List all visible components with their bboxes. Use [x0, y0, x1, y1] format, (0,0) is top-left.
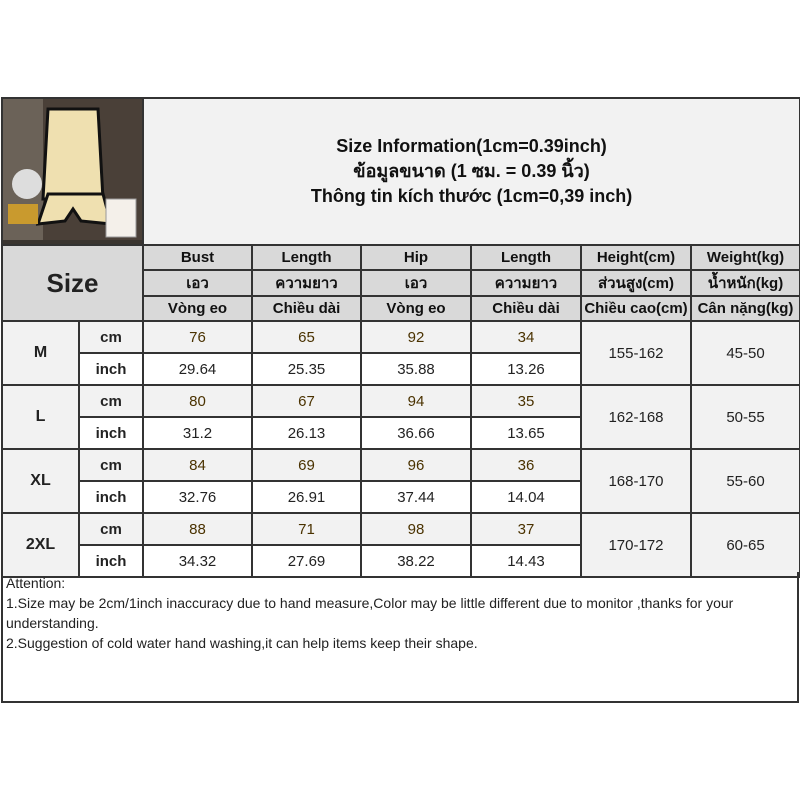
- product-image: [3, 99, 142, 240]
- col-header-vi: Chiều cao(cm): [580, 295, 692, 322]
- cm-value: 67: [251, 384, 362, 418]
- inch-value: 36.66: [360, 416, 472, 450]
- cm-value: 76: [142, 320, 253, 354]
- inch-value: 27.69: [251, 544, 362, 578]
- header-title-vi: Thông tin kích thước (1cm=0,39 inch): [310, 186, 633, 206]
- col-header: Weight(kg): [689, 244, 800, 271]
- attention-note-2: 2.Suggestion of cold water hand washing,…: [6, 635, 478, 651]
- unit-cm: cm: [78, 384, 144, 418]
- col-header-th: เอว: [142, 269, 253, 297]
- weight-range: 50-55: [689, 384, 800, 450]
- table-row: XL cm 84 69 96 36 168-170 55-60: [1, 448, 800, 514]
- height-range: 168-170: [580, 448, 692, 514]
- size-cell: XL: [1, 448, 80, 514]
- height-range: 170-172: [580, 512, 692, 578]
- height-range: 162-168: [580, 384, 692, 450]
- cm-value: 69: [251, 448, 362, 482]
- col-header-vi: Vòng eo: [360, 295, 472, 322]
- inch-value: 26.13: [251, 416, 362, 450]
- inch-value: 13.65: [470, 416, 582, 450]
- weight-range: 55-60: [689, 448, 800, 514]
- cm-value: 35: [470, 384, 582, 418]
- inch-value: 31.2: [142, 416, 253, 450]
- cm-value: 36: [470, 448, 582, 482]
- inch-value: 14.04: [470, 480, 582, 514]
- size-cell: M: [1, 320, 80, 386]
- product-photo: [1, 97, 144, 246]
- col-header-vi: Cân nặng(kg): [689, 295, 800, 322]
- unit-cm: cm: [78, 512, 144, 546]
- unit-inch: inch: [78, 480, 144, 514]
- unit-inch: inch: [78, 352, 144, 386]
- col-header: Hip: [360, 244, 472, 271]
- cm-value: 71: [251, 512, 362, 546]
- size-info-header: Size Information(1cm=0.39inch) ข้อมูลขนา…: [141, 97, 800, 246]
- cm-value: 92: [360, 320, 472, 354]
- height-range: 155-162: [580, 320, 692, 386]
- col-header-vi: Chiều dài: [251, 295, 362, 322]
- cm-value: 94: [360, 384, 472, 418]
- unit-inch: inch: [78, 416, 144, 450]
- table-row: inch 29.64 25.35 35.88 13.26: [2, 352, 800, 386]
- cm-value: 98: [360, 512, 472, 546]
- table-row: inch 34.32 27.69 38.22 14.43: [2, 544, 800, 578]
- inch-value: 38.22: [360, 544, 472, 578]
- col-header-th: เอว: [360, 269, 472, 297]
- cm-value: 80: [142, 384, 253, 418]
- unit-cm: cm: [78, 320, 144, 354]
- table-row: 2XL cm 88 71 98 37 170-172 60-65: [1, 512, 800, 578]
- col-header: Length: [251, 244, 362, 271]
- size-chart-table: Size Information(1cm=0.39inch) ข้อมูลขนา…: [1, 97, 800, 578]
- inch-value: 34.32: [142, 544, 253, 578]
- cm-value: 96: [360, 448, 472, 482]
- col-header: Height(cm): [580, 244, 692, 271]
- inch-value: 29.64: [142, 352, 253, 386]
- header-title-th: ข้อมูลขนาด (1 ซม. = 0.39 นิ้ว): [353, 161, 590, 181]
- inch-value: 32.76: [142, 480, 253, 514]
- table-row: inch 32.76 26.91 37.44 14.04: [2, 480, 800, 514]
- cm-value: 84: [142, 448, 253, 482]
- weight-range: 60-65: [689, 512, 800, 578]
- col-header-th: ส่วนสูง(cm): [580, 269, 692, 297]
- attention-note-1: 1.Size may be 2cm/1inch inaccuracy due t…: [6, 595, 734, 631]
- unit-cm: cm: [78, 448, 144, 482]
- inch-value: 26.91: [251, 480, 362, 514]
- col-header-th: น้ำหนัก(kg): [689, 269, 800, 297]
- inch-value: 35.88: [360, 352, 472, 386]
- col-header-th: ความยาว: [470, 269, 582, 297]
- inch-value: 13.26: [470, 352, 582, 386]
- inch-value: 14.43: [470, 544, 582, 578]
- size-cell: L: [1, 384, 80, 450]
- attention-title: Attention:: [6, 575, 66, 591]
- inch-value: 25.35: [251, 352, 362, 386]
- col-header-th: ความยาว: [251, 269, 362, 297]
- size-cell: 2XL: [1, 512, 80, 578]
- col-header: Length: [470, 244, 582, 271]
- attention-notes: Attention: 1.Size may be 2cm/1inch inacc…: [1, 572, 799, 703]
- col-header: Bust: [142, 244, 253, 271]
- col-header-vi: Chiều dài: [470, 295, 582, 322]
- col-header-vi: Vòng eo: [142, 295, 253, 322]
- weight-range: 45-50: [689, 320, 800, 386]
- unit-inch: inch: [78, 544, 144, 578]
- size-header: Size: [1, 244, 144, 322]
- cm-value: 34: [470, 320, 582, 354]
- cm-value: 37: [470, 512, 582, 546]
- cm-value: 88: [142, 512, 253, 546]
- inch-value: 37.44: [360, 480, 472, 514]
- cm-value: 65: [251, 320, 362, 354]
- table-row: inch 31.2 26.13 36.66 13.65: [2, 416, 800, 450]
- header-title-en: Size Information(1cm=0.39inch): [336, 136, 607, 156]
